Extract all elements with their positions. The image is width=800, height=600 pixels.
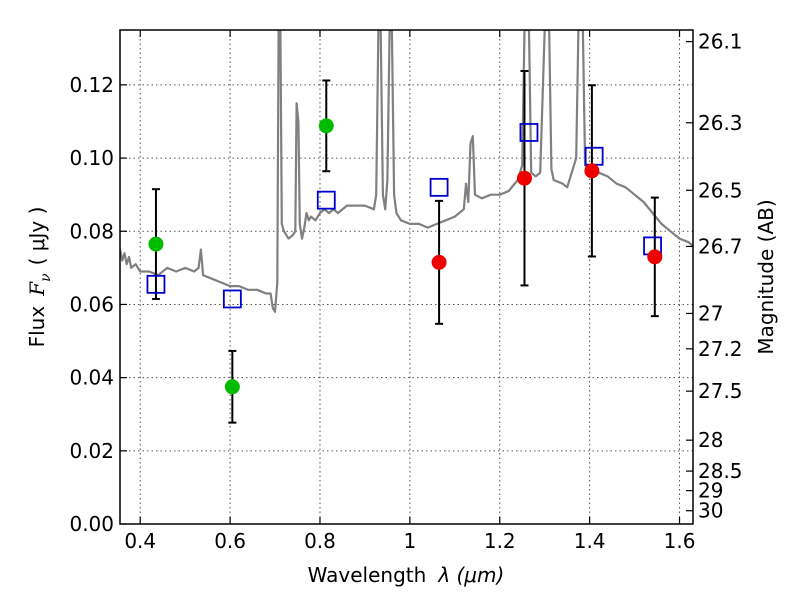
model-flux-square [222, 289, 242, 309]
ticks: 0.4 0.6 0.8 1 1.2 1.4 1.6 0.00 0.02 0.04 0.06 0.08 0… [69, 30, 742, 553]
green-data-point [318, 118, 334, 134]
y2-tick-label: 27.2 [698, 337, 743, 361]
plot-area [120, 30, 693, 424]
grid [120, 30, 693, 524]
y-tick-label: 0.06 [69, 292, 114, 316]
y2-tick-label: 27 [698, 301, 723, 325]
x-tick-label: 1.4 [574, 529, 606, 553]
model-flux-square [316, 190, 336, 210]
plot-frame [119, 29, 694, 525]
red-data-point [431, 254, 447, 270]
model-flux-square [146, 274, 166, 294]
y2-tick-label: 28.5 [698, 459, 743, 483]
y-tick-label: 0.04 [69, 366, 114, 390]
x-tick-label: 1.6 [664, 529, 696, 553]
y2-tick-label: 28 [698, 428, 723, 452]
y2-tick-label: 27.5 [698, 379, 743, 403]
x-tick-label: 1.2 [484, 529, 516, 553]
y-tick-label: 0.12 [69, 73, 114, 97]
y2-tick-label: 26.1 [698, 30, 743, 54]
y2-axis-label: Magnitude (AB) [754, 199, 778, 354]
y2-tick-label: 29 [698, 479, 723, 503]
green-data-point [148, 236, 164, 252]
y-tick-label: 0.02 [69, 439, 114, 463]
red-data-point [584, 163, 600, 179]
x-tick-label: 1 [404, 529, 417, 553]
model-flux-square [429, 177, 449, 197]
green-data-point [224, 379, 240, 395]
y-axis-label: FluxFν( μJy ) [25, 207, 54, 348]
x-axis-label: Wavelength λ (μm) [308, 563, 505, 587]
x-tick-label: 0.8 [304, 529, 336, 553]
y-tick-label: 0.00 [69, 512, 114, 536]
y-tick-label: 0.10 [69, 146, 114, 170]
y2-tick-label: 26.3 [698, 111, 743, 135]
x-tick-label: 0.6 [214, 529, 246, 553]
model-flux-square [584, 146, 604, 166]
y2-tick-label: 26.7 [698, 234, 743, 258]
x-tick-label: 0.4 [124, 529, 156, 553]
y-tick-label: 0.08 [69, 219, 114, 243]
model-flux-square [519, 123, 539, 142]
y2-tick-label: 26.5 [698, 178, 743, 202]
red-data-point [647, 249, 663, 265]
red-data-point [516, 170, 532, 186]
y2-tick-label: 30 [698, 499, 723, 523]
model-spectrum-line [120, 30, 693, 313]
